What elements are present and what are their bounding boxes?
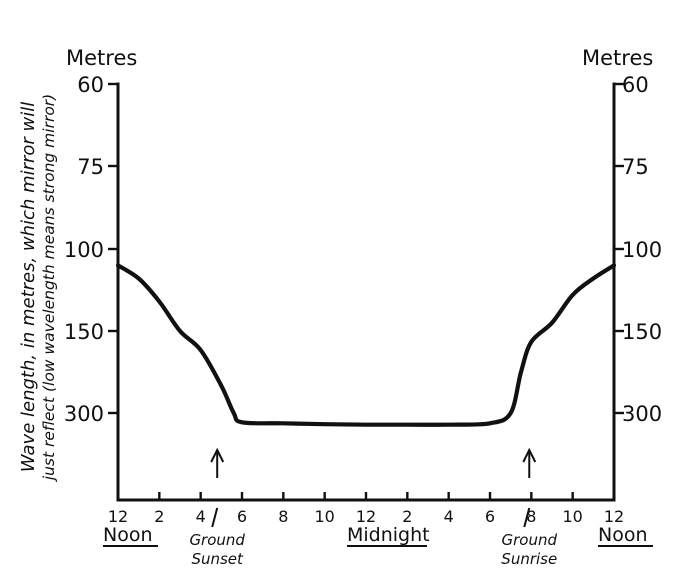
y-tick-label-right: 60 <box>622 73 649 97</box>
sunset-label-line1: Ground <box>189 531 245 549</box>
x-tick-label: 4 <box>444 507 454 526</box>
x-tick-label: 12 <box>604 507 624 526</box>
x-tick-label: 12 <box>356 507 376 526</box>
right-unit-label: Metres <box>582 46 653 70</box>
period-label-noon-start: Noon <box>103 524 153 546</box>
sunrise-pointer <box>523 507 531 528</box>
sunset-arrow-head <box>210 447 225 463</box>
x-tick-label: 2 <box>402 507 412 526</box>
y-tick-label-right: 100 <box>622 238 662 262</box>
y-tick-label-right: 300 <box>622 402 662 426</box>
x-tick-label: 12 <box>108 507 128 526</box>
y-tick-label-right: 150 <box>622 320 662 344</box>
y-axis-label-line2: just reflect (low wavelength means stron… <box>40 94 58 482</box>
y-tick-label-left: 150 <box>64 320 104 344</box>
y-tick-label-left: 60 <box>77 73 104 97</box>
x-tick-label: 8 <box>526 507 536 526</box>
series-group <box>115 263 617 427</box>
sunrise-label-line2: Sunrise <box>501 550 557 568</box>
y-ticks: 60 60 75 75 100 100 150 150 300 300 <box>64 73 662 426</box>
x-tick-label: 6 <box>237 507 247 526</box>
y-tick-label-left: 100 <box>64 238 104 262</box>
sunrise-label-line1: Ground <box>502 531 558 549</box>
x-tick-label: 2 <box>154 507 164 526</box>
sunset-label-line2: Sunset <box>191 550 244 568</box>
y-axis-label-line1: Wave length, in metres, which mirror wil… <box>18 102 39 473</box>
x-tick-label: 10 <box>562 507 582 526</box>
series-line <box>115 263 617 427</box>
sunset-pointer <box>211 507 219 528</box>
y-tick-label-left: 75 <box>77 155 104 179</box>
x-tick-label: 8 <box>278 507 288 526</box>
left-unit-label: Metres <box>66 46 137 70</box>
x-tick-label: 10 <box>314 507 334 526</box>
period-label-midnight: Midnight <box>347 524 430 546</box>
y-tick-label-right: 75 <box>622 155 649 179</box>
x-ticks: 12 2 4 6 8 10 12 2 4 6 8 10 12 <box>108 492 624 526</box>
x-tick-label: 6 <box>485 507 495 526</box>
y-tick-label-left: 300 <box>64 402 104 426</box>
period-label-noon-end: Noon <box>598 524 648 546</box>
sunrise-arrow-head <box>522 447 537 463</box>
x-tick-label: 4 <box>196 507 206 526</box>
